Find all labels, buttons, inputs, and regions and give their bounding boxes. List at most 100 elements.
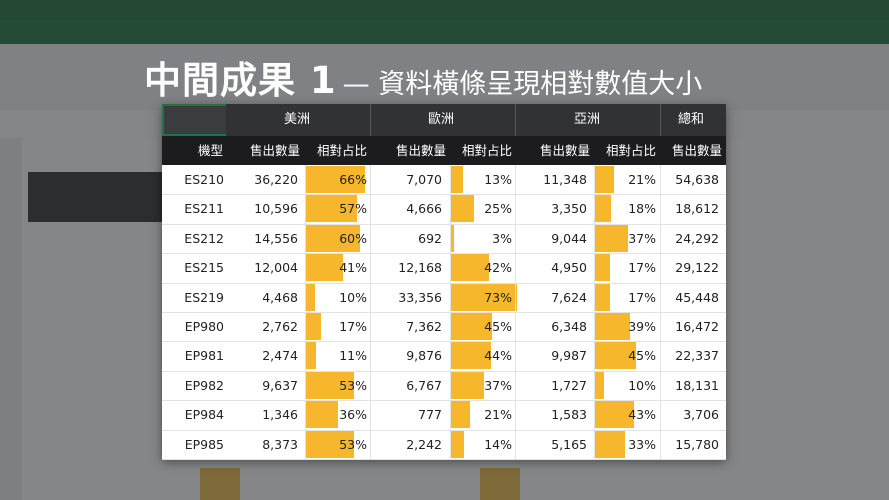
cell-americas-qty[interactable]: 2,474 — [262, 348, 298, 364]
cell-total-qty[interactable]: 16,472 — [675, 319, 719, 334]
cell-asia-qty[interactable]: 1,727 — [551, 377, 587, 393]
cell-americas-qty[interactable]: 4,468 — [262, 289, 298, 305]
cell-europe-pct[interactable]: 44% — [484, 348, 512, 364]
cell-europe-qty[interactable]: 4,666 — [406, 201, 442, 217]
cell-asia-qty[interactable]: 9,044 — [551, 230, 587, 246]
cell-asia-pct[interactable]: 45% — [628, 348, 656, 364]
column-gridline — [515, 165, 516, 459]
cell-asia-pct[interactable]: 39% — [628, 319, 656, 334]
data-bar — [595, 224, 629, 252]
cell-model[interactable]: EP984 — [184, 407, 224, 423]
cell-europe-qty[interactable]: 7,362 — [406, 319, 442, 334]
cell-asia-qty[interactable]: 9,987 — [551, 348, 587, 364]
cell-asia-pct[interactable]: 21% — [628, 172, 656, 187]
table-row: EP984 1,346 36% 777 21% 1,583 43% 3,706 — [162, 400, 726, 431]
table-row: ES211 10,596 57% 4,666 25% 3,350 18% 18,612 — [162, 194, 726, 225]
table-row: ES215 12,004 41% 12,168 42% 4,950 17% 29,122 — [162, 253, 726, 284]
cell-europe-qty[interactable]: 7,070 — [406, 172, 442, 187]
cell-total-qty[interactable]: 18,612 — [675, 201, 719, 217]
data-bar — [451, 224, 454, 252]
data-bar — [595, 430, 625, 458]
cell-europe-qty[interactable]: 692 — [418, 230, 442, 246]
cell-europe-qty[interactable]: 12,168 — [398, 260, 442, 276]
data-bar — [595, 401, 634, 429]
cell-asia-pct[interactable]: 37% — [628, 230, 656, 246]
cell-europe-qty[interactable]: 2,242 — [406, 436, 442, 452]
cell-europe-pct[interactable]: 14% — [484, 436, 512, 452]
headline-title: 中間成果 1 — [144, 59, 337, 102]
cell-model[interactable]: ES210 — [184, 172, 224, 187]
group-divider — [370, 104, 371, 136]
cell-model[interactable]: ES215 — [184, 260, 224, 276]
cell-americas-pct[interactable]: 10% — [339, 289, 367, 305]
cell-model[interactable]: ES211 — [184, 201, 224, 217]
cell-europe-pct[interactable]: 42% — [484, 260, 512, 276]
cell-model[interactable]: ES219 — [184, 289, 224, 305]
cell-total-qty[interactable]: 29,122 — [675, 260, 719, 276]
column-gridline — [450, 165, 451, 459]
cell-europe-pct[interactable]: 13% — [484, 172, 512, 187]
cell-asia-qty[interactable]: 11,348 — [543, 172, 587, 187]
cell-americas-pct[interactable]: 17% — [339, 319, 367, 334]
cell-americas-pct[interactable]: 53% — [339, 377, 367, 393]
cell-europe-qty[interactable]: 6,767 — [406, 377, 442, 393]
cell-asia-qty[interactable]: 3,350 — [551, 201, 587, 217]
selected-cell[interactable] — [162, 104, 226, 136]
cell-americas-pct[interactable]: 57% — [339, 201, 367, 217]
cell-europe-pct[interactable]: 73% — [484, 289, 512, 305]
cell-europe-qty[interactable]: 9,876 — [406, 348, 442, 364]
data-bar — [306, 195, 358, 223]
cell-total-qty[interactable]: 24,292 — [675, 230, 719, 246]
cell-americas-qty[interactable]: 2,762 — [262, 319, 298, 334]
cell-asia-qty[interactable]: 4,950 — [551, 260, 587, 276]
cell-europe-pct[interactable]: 3% — [492, 230, 512, 246]
cell-model[interactable]: EP980 — [184, 319, 224, 334]
cell-total-qty[interactable]: 45,448 — [675, 289, 719, 305]
cell-asia-pct[interactable]: 17% — [628, 289, 656, 305]
cell-asia-pct[interactable]: 10% — [628, 377, 656, 393]
cell-model[interactable]: EP981 — [184, 348, 224, 364]
cell-asia-qty[interactable]: 5,165 — [551, 436, 587, 452]
cell-model[interactable]: EP985 — [184, 436, 224, 452]
cell-europe-pct[interactable]: 25% — [484, 201, 512, 217]
cell-europe-qty[interactable]: 777 — [418, 407, 442, 423]
col-asia-pct: 相對占比 — [606, 143, 657, 158]
cell-americas-qty[interactable]: 1,346 — [262, 407, 298, 423]
cell-asia-pct[interactable]: 33% — [628, 436, 656, 452]
data-bar — [306, 166, 366, 193]
cell-asia-qty[interactable]: 6,348 — [551, 319, 587, 334]
cell-asia-pct[interactable]: 43% — [628, 407, 656, 423]
cell-total-qty[interactable]: 54,638 — [675, 172, 719, 187]
cell-americas-pct[interactable]: 60% — [339, 230, 367, 246]
col-asia-qty: 售出數量 — [540, 143, 591, 158]
col-americas-pct: 相對占比 — [317, 143, 368, 158]
cell-asia-pct[interactable]: 18% — [628, 201, 656, 217]
cell-asia-qty[interactable]: 7,624 — [551, 289, 587, 305]
cell-americas-pct[interactable]: 41% — [339, 260, 367, 276]
cell-americas-pct[interactable]: 11% — [339, 348, 367, 364]
cell-americas-qty[interactable]: 8,373 — [262, 436, 298, 452]
cell-model[interactable]: ES212 — [184, 230, 224, 246]
cell-americas-qty[interactable]: 36,220 — [254, 172, 298, 187]
cell-americas-qty[interactable]: 12,004 — [254, 260, 298, 276]
cell-americas-qty[interactable]: 9,637 — [262, 377, 298, 393]
cell-total-qty[interactable]: 3,706 — [683, 407, 719, 423]
cell-europe-pct[interactable]: 37% — [484, 377, 512, 393]
cell-total-qty[interactable]: 22,337 — [675, 348, 719, 364]
cell-asia-qty[interactable]: 1,583 — [551, 407, 587, 423]
cell-americas-qty[interactable]: 14,556 — [254, 230, 298, 246]
table-row: EP981 2,474 11% 9,876 44% 9,987 45% 22,337 — [162, 341, 726, 372]
cell-americas-pct[interactable]: 53% — [339, 436, 367, 452]
sales-table: 美洲 歐洲 亞洲 總和 機型 售出數量 相對占比 售出數量 相對占比 售出數量 … — [162, 104, 726, 460]
cell-americas-pct[interactable]: 36% — [339, 407, 367, 423]
cell-model[interactable]: EP982 — [184, 377, 224, 393]
cell-total-qty[interactable]: 15,780 — [675, 436, 719, 452]
cell-europe-pct[interactable]: 21% — [484, 407, 512, 423]
cell-asia-pct[interactable]: 17% — [628, 260, 656, 276]
headline-subtitle: — 資料橫條呈現相對數值大小 — [342, 69, 703, 100]
cell-europe-pct[interactable]: 45% — [484, 319, 512, 334]
cell-total-qty[interactable]: 18,131 — [675, 377, 719, 393]
cell-americas-pct[interactable]: 66% — [339, 172, 367, 187]
cell-europe-qty[interactable]: 33,356 — [398, 289, 442, 305]
cell-americas-qty[interactable]: 10,596 — [254, 201, 298, 217]
